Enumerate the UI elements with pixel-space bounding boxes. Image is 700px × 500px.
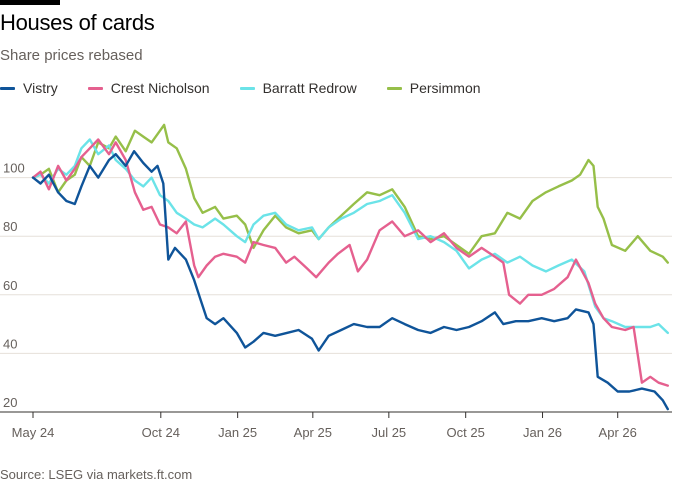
x-tick-label-apr-25: Apr 25	[294, 425, 332, 440]
legend-label-persimmon: Persimmon	[409, 80, 481, 96]
legend-item-persimmon: Persimmon	[386, 80, 481, 96]
legend-item-crest-nicholson: Crest Nicholson	[87, 80, 210, 96]
y-tick-label-100: 100	[3, 161, 25, 176]
chart-legend: Vistry Crest Nicholson Barratt Redrow Pe…	[0, 80, 511, 96]
x-tick-label-apr-26: Apr 26	[599, 425, 637, 440]
y-tick-label-40: 40	[3, 336, 17, 351]
legend-label-crest-nicholson: Crest Nicholson	[110, 80, 210, 96]
line-chart: 20 40 60 80 100 May 24 Oct 24 Jan 25 Apr 25 Jul 2…	[0, 123, 672, 440]
series-layer	[31, 123, 669, 411]
series-line-barratt-redrow	[31, 138, 669, 335]
x-tick-label-oct-25: Oct 25	[447, 425, 485, 440]
chart-title: Houses of cards	[0, 10, 155, 35]
x-tick-label-may-24: May 24	[12, 425, 55, 440]
legend-label-vistry: Vistry	[23, 80, 58, 96]
series-line-persimmon	[31, 123, 669, 264]
series-line-crest-nicholson	[31, 138, 669, 387]
legend-swatch-crest-nicholson	[87, 86, 103, 90]
y-tick-label-80: 80	[3, 219, 17, 234]
chart-subtitle: Share prices rebased	[0, 47, 143, 64]
x-tick-label-oct-24: Oct 24	[142, 425, 180, 440]
y-tick-label-20: 20	[3, 395, 17, 410]
x-tick-label-jul-25: Jul 25	[371, 425, 406, 440]
x-tick-label-jan-25: Jan 25	[218, 425, 257, 440]
series-line-vistry	[31, 150, 669, 411]
axis-layer: 20 40 60 80 100 May 24 Oct 24 Jan 25 Apr 25 Jul 2…	[0, 161, 672, 440]
legend-item-barratt-redrow: Barratt Redrow	[239, 80, 357, 96]
ft-top-bar	[0, 0, 60, 5]
legend-swatch-vistry	[0, 86, 15, 90]
y-tick-label-60: 60	[3, 278, 17, 293]
source-note: Source: LSEG via markets.ft.com	[0, 467, 193, 482]
legend-swatch-persimmon	[386, 86, 402, 90]
legend-swatch-barratt-redrow	[239, 86, 255, 90]
grid-layer	[0, 177, 672, 354]
legend-label-barratt-redrow: Barratt Redrow	[262, 80, 357, 96]
x-tick-label-jan-26: Jan 26	[523, 425, 562, 440]
legend-item-vistry: Vistry	[0, 80, 58, 96]
